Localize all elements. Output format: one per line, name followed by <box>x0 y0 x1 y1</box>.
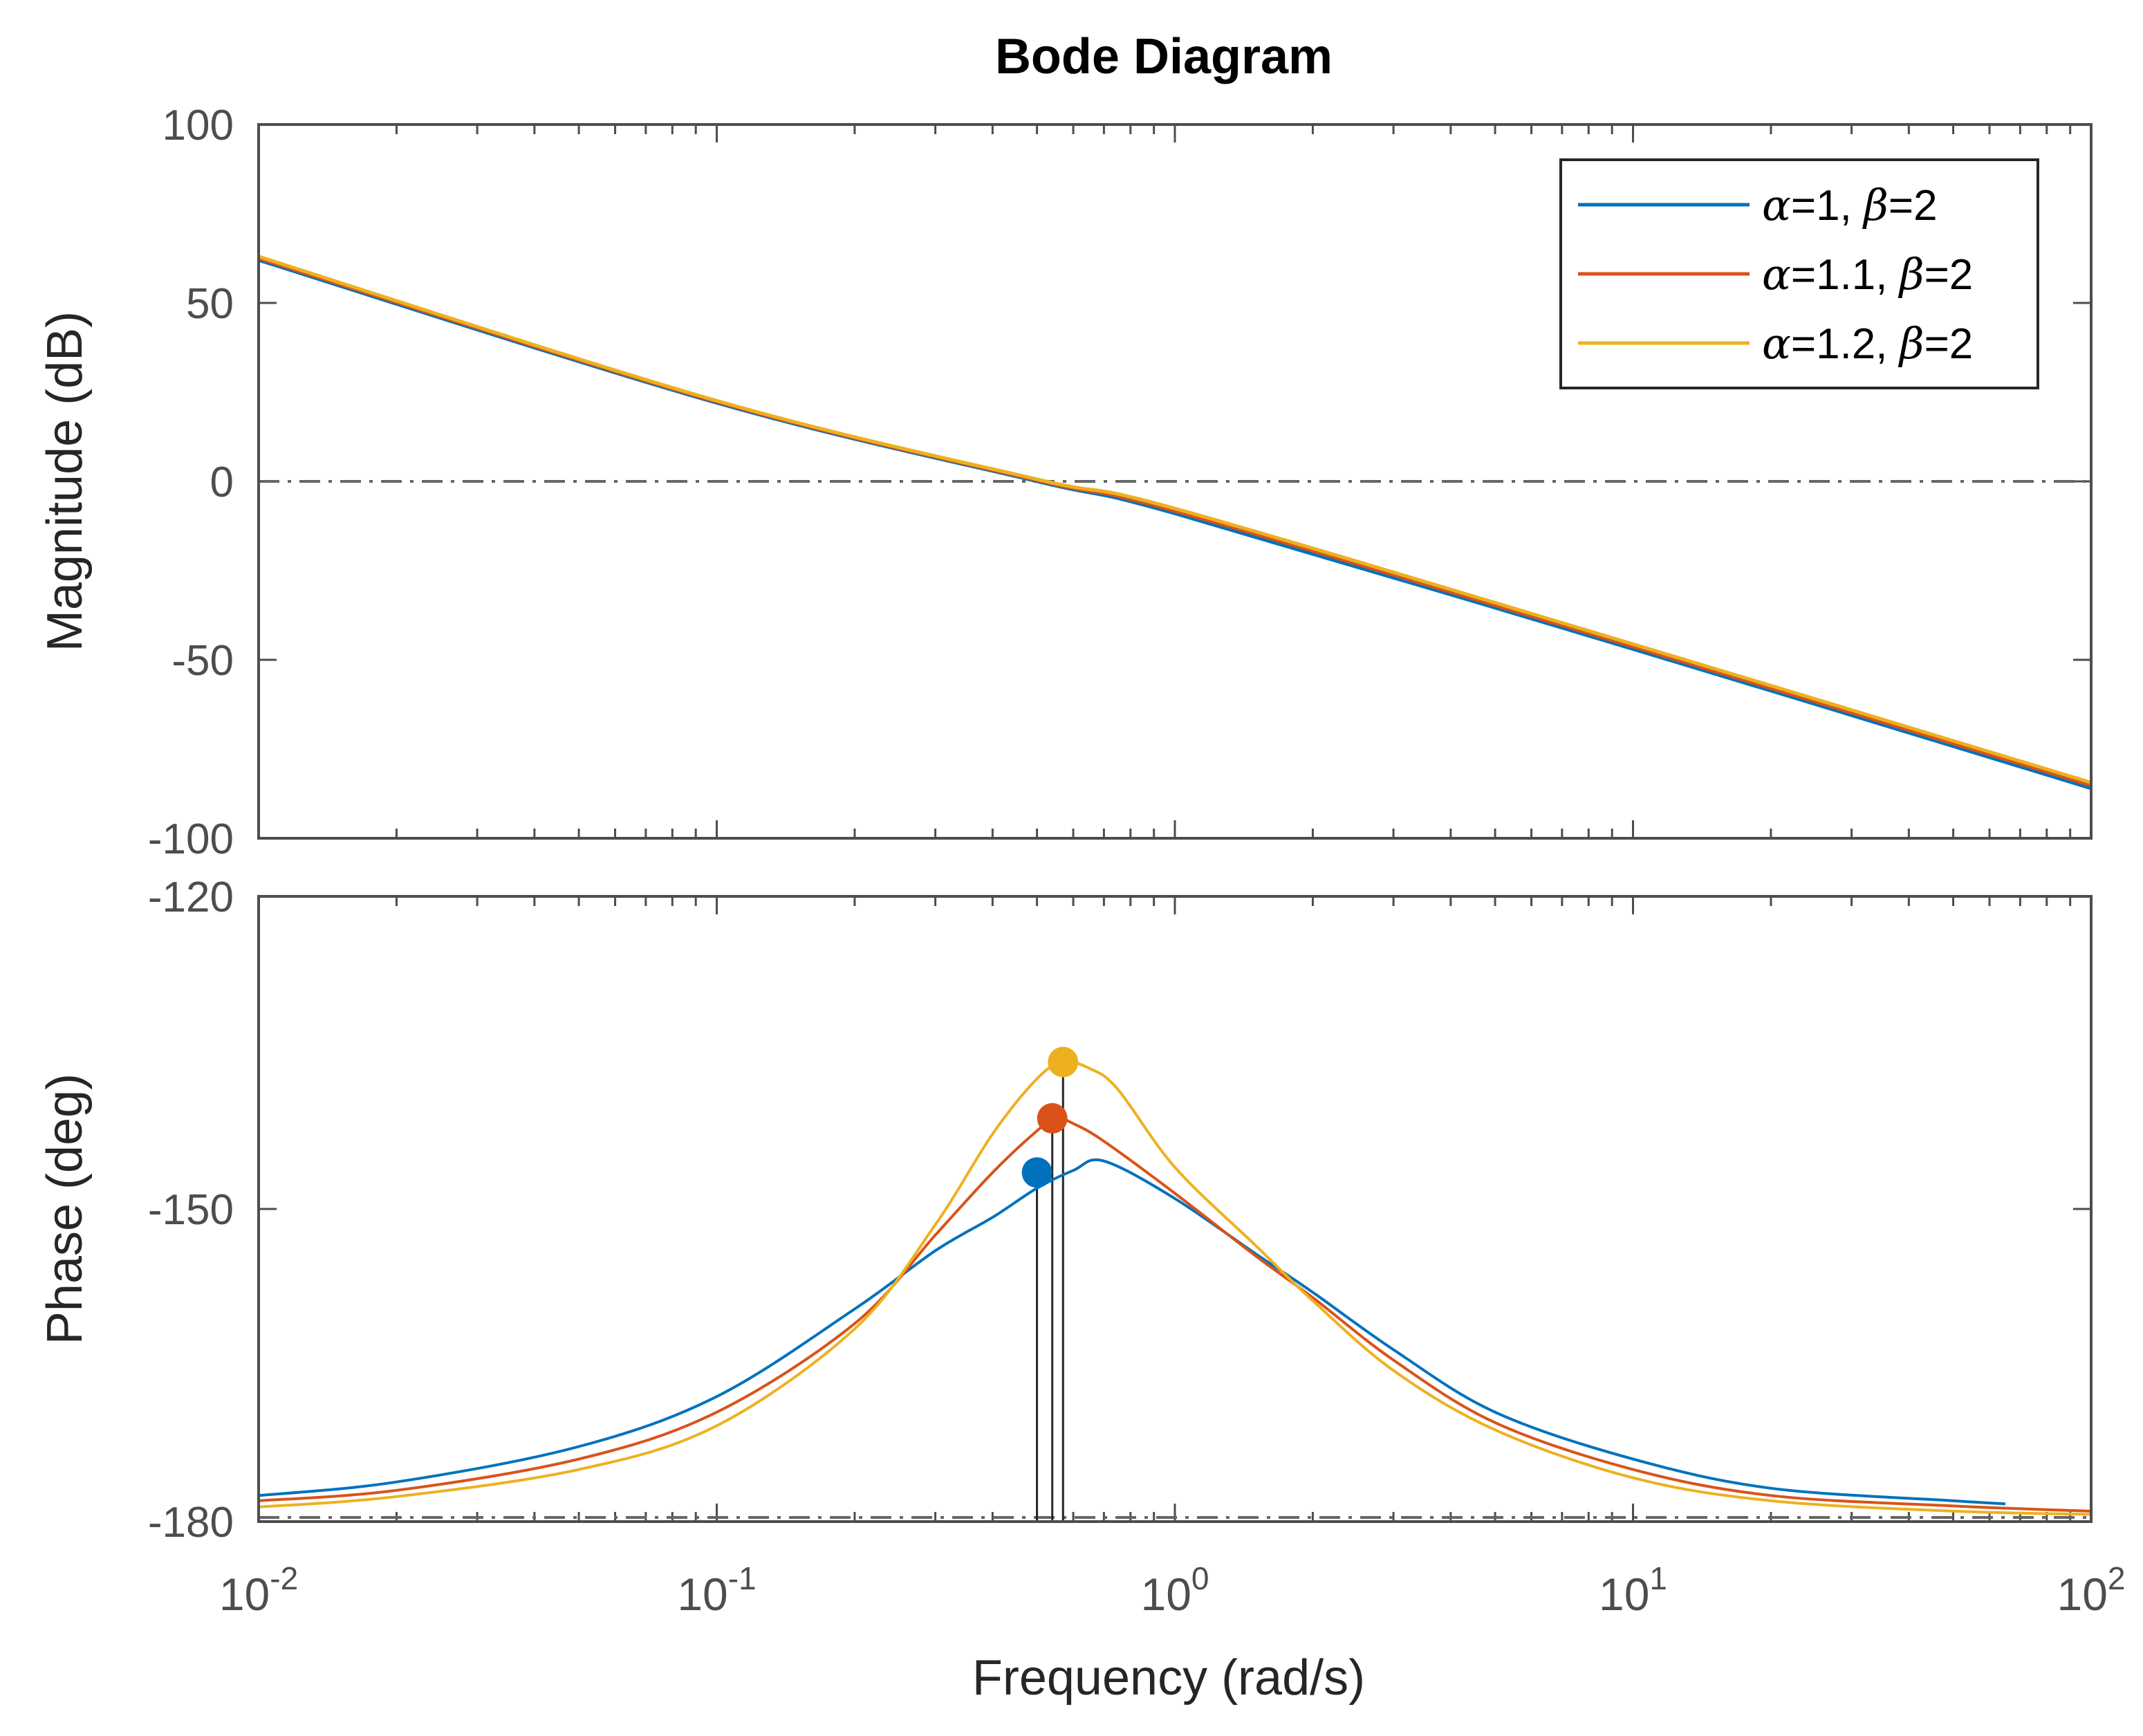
peak-marker-2 <box>1037 1102 1068 1134</box>
y-tick-label: 100 <box>163 102 234 149</box>
magnitude-y-tick-labels: 100 50 0 -50 -100 <box>148 102 234 863</box>
phase-line-series-3 <box>258 1060 2092 1516</box>
y-tick-label: -150 <box>148 1186 234 1234</box>
x-tick-label: 100 <box>1140 1560 1209 1620</box>
chart-title: Bode Diagram <box>995 29 1333 84</box>
peak-marker-1 <box>1021 1157 1052 1188</box>
magnitude-line-series-3 <box>258 255 2092 784</box>
x-axis-label: Frequency (rad/s) <box>972 1650 1365 1706</box>
y-tick-label: -50 <box>171 637 234 685</box>
phase-line-series-2 <box>258 1116 2092 1513</box>
legend-label-2: α=1.1, β=2 <box>1762 249 1973 299</box>
magnitude-series-group <box>258 255 2092 791</box>
legend: α=1, β=2 α=1.1, β=2 α=1.2, β=2 <box>1559 158 2039 389</box>
magnitude-axes-box <box>257 123 2093 840</box>
x-tick-label: 10-2 <box>219 1560 298 1620</box>
y-tick-label: -120 <box>148 874 234 921</box>
phase-y-axis-label: Phase (deg) <box>37 1073 93 1345</box>
phase-line-series-1 <box>258 1158 2006 1506</box>
phase-plot-area <box>259 896 2091 1522</box>
phase-y-tick-labels: -120 -150 -180 <box>148 874 234 1546</box>
legend-label-1: α=1, β=2 <box>1762 180 1938 230</box>
phase-peak-stems <box>1036 1062 1064 1522</box>
x-tick-label: 101 <box>1599 1560 1667 1620</box>
phase-peak-markers <box>1021 1046 1079 1188</box>
magnitude-y-axis-label: Magnitude (dB) <box>37 311 93 652</box>
y-tick-label: 0 <box>210 459 234 506</box>
x-tick-labels: 10-2 10-1 100 101 102 <box>219 1560 2126 1620</box>
y-tick-label: -100 <box>148 815 234 863</box>
peak-marker-3 <box>1048 1046 1079 1078</box>
phase-axes: -120 -150 -180 Phase (deg) <box>37 874 2093 1546</box>
y-tick-label: 50 <box>186 280 234 328</box>
legend-label-3: α=1.2, β=2 <box>1762 318 1973 369</box>
x-tick-label: 10-1 <box>677 1560 756 1620</box>
phase-series-group <box>258 1060 2092 1516</box>
phase-axes-box <box>257 895 2093 1523</box>
y-tick-label: -180 <box>148 1499 234 1546</box>
x-tick-label: 102 <box>2057 1560 2125 1620</box>
